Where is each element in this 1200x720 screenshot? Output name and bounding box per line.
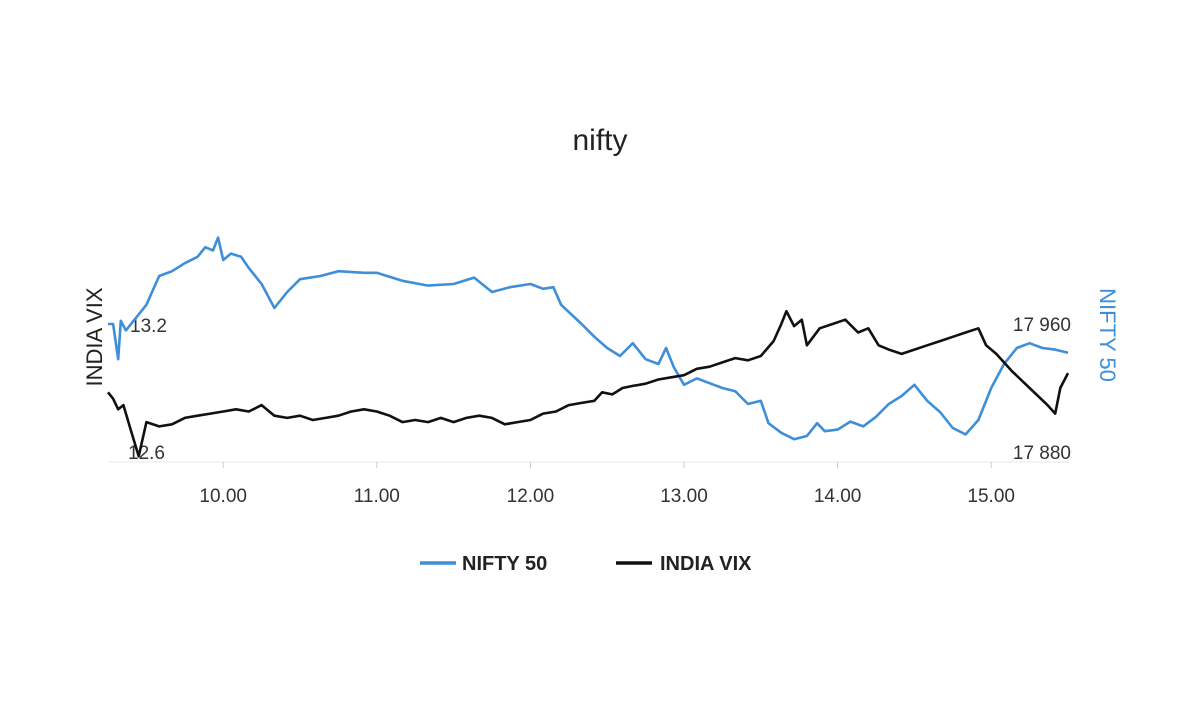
right-axis-title: NIFTY 50 [1095, 288, 1120, 382]
legend-label-nifty: NIFTY 50 [462, 553, 547, 575]
x-tick-label: 13.00 [660, 486, 708, 507]
legend: NIFTY 50 INDIA VIX [420, 553, 752, 575]
right-axis-tick-min: 17 880 [1013, 443, 1071, 464]
left-axis-tick-max: 13.2 [130, 316, 167, 337]
right-axis-tick-max: 17 960 [1013, 315, 1071, 336]
left-axis-title: INDIA VIX [82, 287, 107, 386]
series-line-nifty-50[interactable] [108, 236, 1069, 441]
left-axis-tick-min: 12.6 [128, 443, 165, 464]
legend-label-vix: INDIA VIX [660, 553, 752, 575]
x-tick-label: 15.00 [967, 486, 1015, 507]
chart-title: nifty [572, 124, 627, 157]
legend-item-vix[interactable]: INDIA VIX [616, 553, 752, 575]
x-axis: 10.00 11.00 12.00 13.00 14.00 15.00 [199, 462, 1015, 507]
x-tick-label: 14.00 [814, 486, 862, 507]
legend-item-nifty[interactable]: NIFTY 50 [420, 553, 547, 575]
x-tick-label: 10.00 [199, 486, 247, 507]
x-tick-label: 11.00 [354, 486, 400, 507]
series-line-india-vix[interactable] [106, 309, 1070, 458]
series-layer [106, 236, 1070, 458]
x-tick-label: 12.00 [507, 486, 555, 507]
